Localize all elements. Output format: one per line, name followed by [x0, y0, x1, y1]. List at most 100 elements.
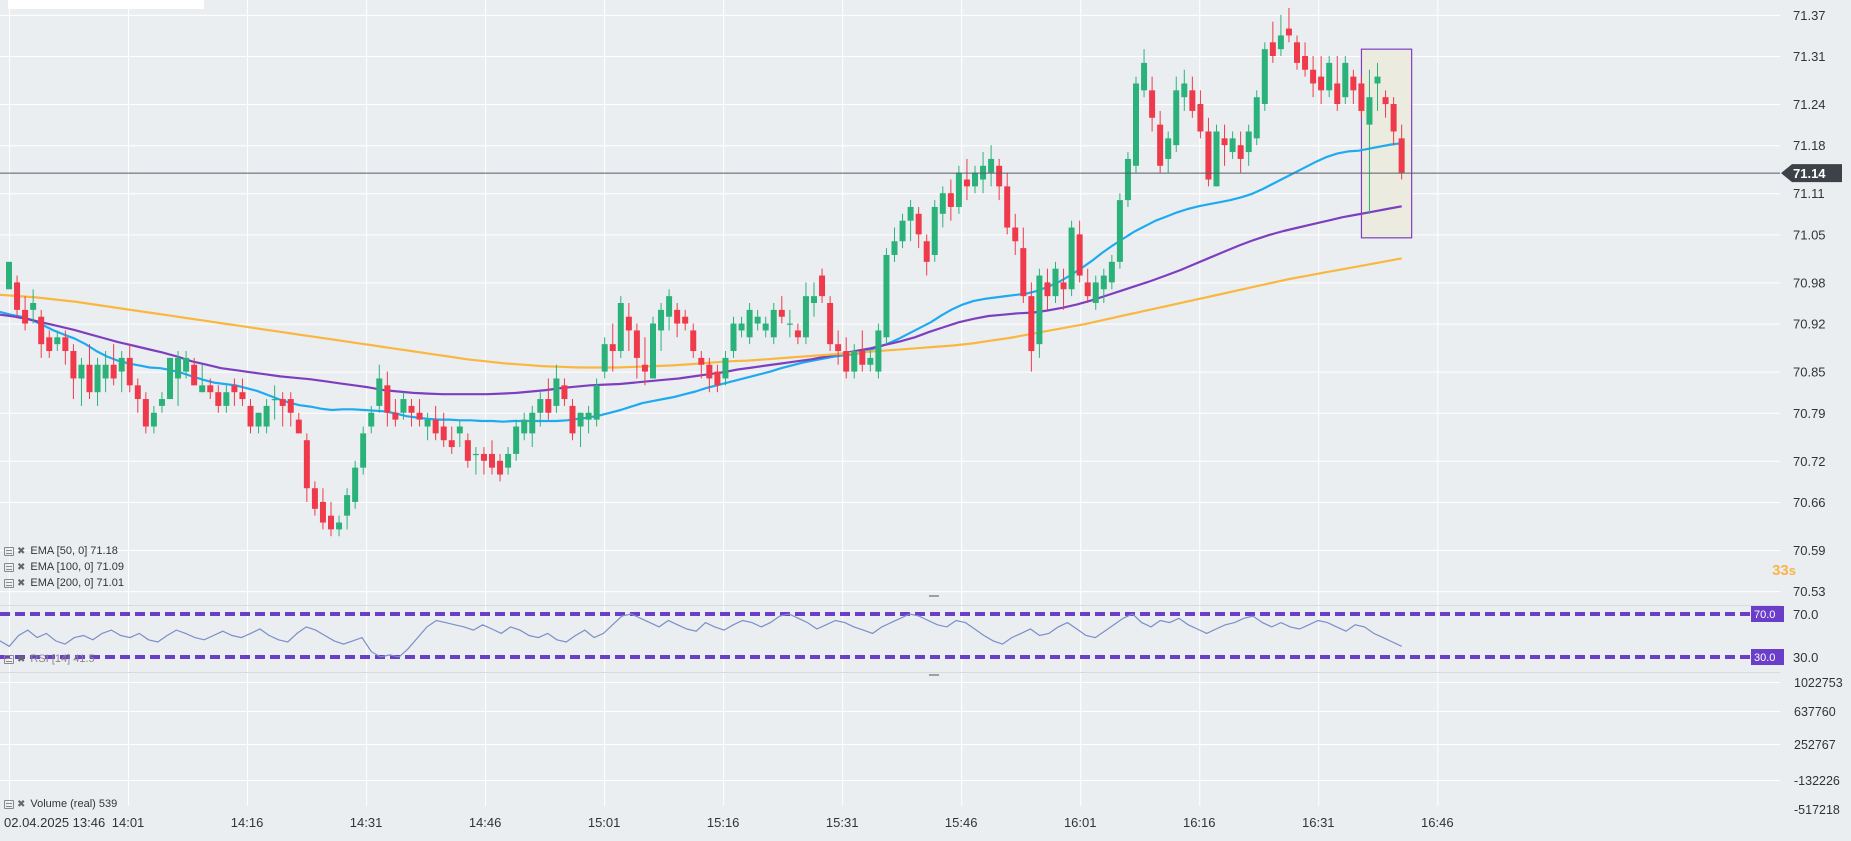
candle-body — [666, 296, 673, 317]
candle-body — [1189, 90, 1196, 111]
candle-body — [1334, 83, 1341, 105]
candle-body — [537, 399, 544, 413]
settings-icon[interactable] — [4, 654, 14, 664]
rsi-level-badge-label: 30.0 — [1754, 652, 1775, 664]
candle-body — [1261, 49, 1268, 105]
candle-body — [126, 357, 133, 386]
candle-body — [392, 412, 399, 420]
title-input-box[interactable] — [8, 0, 204, 9]
candle-body — [376, 378, 383, 406]
candle-body — [625, 316, 632, 331]
settings-icon[interactable] — [4, 562, 14, 572]
time-tick-label: 16:16 — [1183, 815, 1216, 830]
candle-body — [497, 460, 504, 475]
candle-body — [464, 440, 471, 461]
close-icon[interactable]: ✖ — [17, 561, 26, 573]
candle-body — [577, 412, 584, 427]
candle-body — [529, 412, 536, 434]
candle-body — [738, 323, 745, 331]
candle-body — [1044, 282, 1051, 297]
candle-body — [561, 385, 568, 400]
price-tick-label: 70.59 — [1793, 543, 1826, 558]
candle-body — [714, 371, 721, 386]
candle-body — [1165, 138, 1172, 159]
volume-tick-label: -132226 — [1794, 774, 1840, 788]
countdown-value: 33 — [1772, 562, 1789, 579]
candle-body — [118, 357, 125, 372]
candle-body — [231, 385, 238, 393]
legend-rsi[interactable]: ✖ RSI [14] 41.5 — [4, 653, 95, 665]
candle-body — [875, 330, 882, 372]
time-tick-label: 15:01 — [588, 815, 621, 830]
settings-icon[interactable] — [4, 546, 14, 556]
candle-body — [287, 399, 294, 413]
candle-body — [158, 399, 165, 406]
rsi-level-badge-bg — [1751, 606, 1784, 622]
candle-body — [883, 254, 890, 338]
candle-body — [939, 193, 946, 214]
candle-body — [1318, 76, 1325, 91]
close-icon[interactable]: ✖ — [17, 798, 26, 810]
candle-body — [360, 433, 367, 468]
candle-body — [690, 330, 697, 352]
rsi-axis-label: 30.0 — [1793, 650, 1818, 665]
price-tick-label: 70.98 — [1793, 275, 1826, 290]
candle-body — [754, 316, 761, 324]
candle-body — [819, 275, 826, 297]
candle-body — [14, 282, 21, 310]
candle-body — [94, 364, 101, 393]
legend-ema-50[interactable]: ✖ EMA [50, 0] 71.18 — [4, 545, 118, 557]
legend-ema-200[interactable]: ✖ EMA [200, 0] 71.01 — [4, 577, 124, 589]
current-price-badge-bg — [1781, 164, 1842, 183]
candle-body — [988, 158, 995, 173]
candle-body — [1141, 62, 1148, 91]
legend-volume[interactable]: ✖ Volume (real) 539 — [4, 798, 117, 810]
candle-body — [448, 440, 455, 448]
candle-body — [609, 344, 616, 352]
candle-body — [191, 364, 198, 386]
settings-icon[interactable] — [4, 799, 14, 809]
candle-body — [778, 309, 785, 317]
candle-body — [183, 357, 190, 372]
close-icon[interactable]: ✖ — [17, 653, 26, 665]
pane-resize-handle — [929, 595, 939, 597]
candle-body — [1116, 200, 1123, 262]
candle-body — [1342, 62, 1349, 98]
candle-body — [1149, 90, 1156, 118]
settings-icon[interactable] — [4, 578, 14, 588]
price-tick-label: 70.53 — [1793, 584, 1826, 599]
candle-body — [424, 419, 431, 427]
time-tick-label: 15:16 — [707, 815, 740, 830]
current-price-badge: 71.14 — [1781, 164, 1842, 183]
candle-body — [1205, 131, 1212, 180]
legend-ema-100-label: EMA [100, 0] 71.09 — [30, 561, 124, 573]
candle-body — [706, 364, 713, 379]
candle-body — [303, 440, 310, 489]
price-tick-label: 71.31 — [1793, 49, 1826, 64]
candle-body — [1277, 35, 1284, 50]
candle-body — [1124, 158, 1131, 201]
candle-body — [658, 309, 665, 331]
candle-body — [617, 303, 624, 352]
close-icon[interactable]: ✖ — [17, 545, 26, 557]
close-icon[interactable]: ✖ — [17, 577, 26, 589]
candle-body — [682, 316, 689, 324]
time-tick-label: 15:31 — [826, 815, 859, 830]
candle-body — [54, 337, 61, 345]
rsi-level-badge-bg — [1751, 649, 1784, 665]
candle-body — [1390, 104, 1397, 132]
candle-body — [1173, 90, 1180, 146]
candle-body — [1133, 83, 1139, 166]
rsi-line — [0, 613, 1402, 658]
candle-body — [996, 165, 1003, 187]
candle-body — [167, 357, 173, 400]
candle-body — [70, 351, 77, 379]
candle-body — [22, 309, 29, 324]
price-tick-label: 70.72 — [1793, 454, 1826, 469]
candle-body — [1100, 275, 1107, 290]
legend-ema-100[interactable]: ✖ EMA [100, 0] 71.09 — [4, 561, 124, 573]
candle-body — [472, 453, 479, 456]
candle-body — [851, 351, 858, 372]
candle-body — [1302, 56, 1309, 70]
